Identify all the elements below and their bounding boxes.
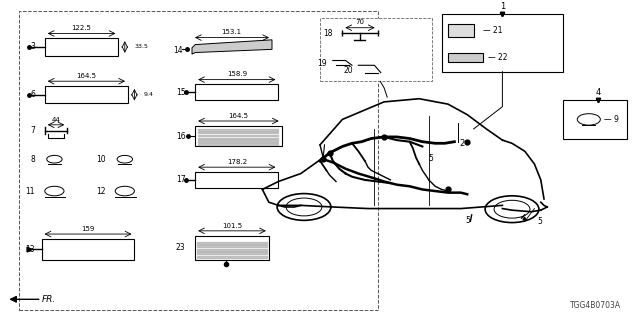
Bar — [563, 100, 627, 139]
Bar — [195, 236, 269, 260]
Text: 70: 70 — [355, 20, 364, 26]
Text: 158.9: 158.9 — [227, 71, 247, 77]
Bar — [448, 24, 474, 36]
Text: 153.1: 153.1 — [221, 29, 242, 35]
Bar — [442, 14, 563, 72]
Text: 19: 19 — [317, 59, 326, 68]
Text: 15: 15 — [176, 88, 186, 97]
Text: 122.5: 122.5 — [72, 25, 92, 31]
Text: 12: 12 — [96, 187, 106, 196]
Text: 8: 8 — [31, 155, 35, 164]
Text: 178.2: 178.2 — [227, 159, 247, 165]
Text: 2: 2 — [460, 140, 465, 148]
Text: 33.5: 33.5 — [134, 44, 148, 50]
Bar — [320, 18, 432, 81]
Text: 7: 7 — [30, 126, 35, 135]
Bar — [195, 84, 278, 100]
Text: FR.: FR. — [42, 295, 56, 304]
Text: 6: 6 — [30, 90, 35, 99]
Bar — [19, 11, 378, 310]
Text: 14: 14 — [173, 46, 182, 55]
Text: 164.5: 164.5 — [228, 113, 248, 119]
Text: 101.5: 101.5 — [222, 223, 242, 228]
Text: 23: 23 — [176, 243, 186, 252]
Text: 5: 5 — [538, 218, 543, 227]
Text: TGG4B0703A: TGG4B0703A — [570, 301, 621, 310]
Text: — 22: — 22 — [488, 52, 508, 61]
Text: 18: 18 — [323, 29, 333, 38]
Text: 5: 5 — [429, 154, 434, 163]
Text: 44: 44 — [51, 116, 60, 123]
Text: 10: 10 — [96, 155, 106, 164]
Bar — [45, 86, 128, 103]
Polygon shape — [192, 40, 272, 54]
Text: 11: 11 — [26, 187, 35, 196]
Text: 159: 159 — [81, 226, 95, 232]
Text: 13: 13 — [26, 245, 35, 254]
Text: 20: 20 — [343, 66, 353, 75]
Text: 4: 4 — [596, 88, 601, 97]
Bar — [448, 52, 483, 62]
Text: 5: 5 — [465, 216, 470, 225]
Text: 3: 3 — [30, 43, 35, 52]
Bar — [195, 126, 282, 147]
Text: 164.5: 164.5 — [76, 73, 97, 79]
Text: 1: 1 — [500, 2, 505, 11]
Text: — 9: — 9 — [604, 115, 619, 124]
Bar — [45, 38, 118, 56]
Text: — 21: — 21 — [483, 26, 502, 35]
Text: 16: 16 — [176, 132, 186, 140]
Text: 17: 17 — [176, 175, 186, 184]
Bar — [195, 172, 278, 188]
Bar — [42, 239, 134, 260]
Text: 9.4: 9.4 — [144, 92, 154, 97]
